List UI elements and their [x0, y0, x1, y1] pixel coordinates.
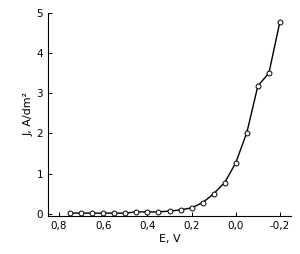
Y-axis label: J, A/dm²: J, A/dm² [24, 92, 34, 136]
X-axis label: E, V: E, V [159, 233, 180, 244]
